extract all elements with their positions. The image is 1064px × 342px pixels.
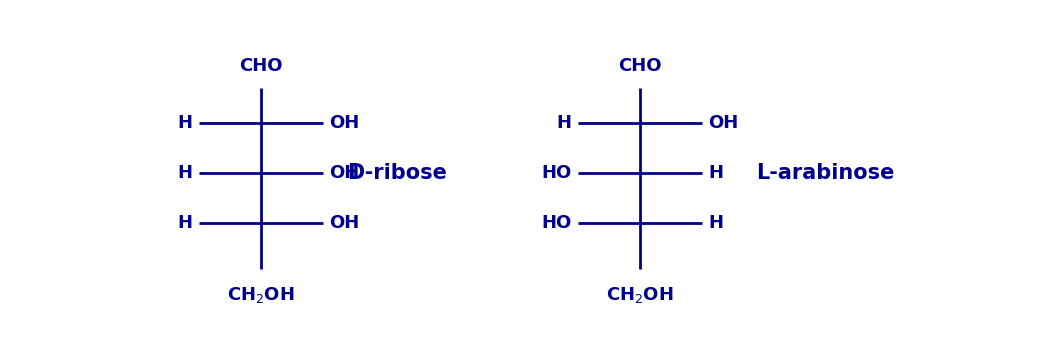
Text: CH$_2$OH: CH$_2$OH	[227, 285, 295, 305]
Text: OH: OH	[709, 114, 738, 132]
Text: OH: OH	[329, 114, 360, 132]
Text: H: H	[178, 164, 193, 182]
Text: H: H	[709, 214, 724, 232]
Text: H: H	[178, 114, 193, 132]
Text: H: H	[709, 164, 724, 182]
Text: H: H	[556, 114, 571, 132]
Text: CHO: CHO	[618, 57, 662, 75]
Text: OH: OH	[329, 214, 360, 232]
Text: H: H	[178, 214, 193, 232]
Text: D-ribose: D-ribose	[347, 163, 447, 183]
Text: L-arabinose: L-arabinose	[757, 163, 895, 183]
Text: CH$_2$OH: CH$_2$OH	[606, 285, 674, 305]
Text: OH: OH	[329, 164, 360, 182]
Text: HO: HO	[542, 214, 571, 232]
Text: HO: HO	[542, 164, 571, 182]
Text: CHO: CHO	[239, 57, 283, 75]
